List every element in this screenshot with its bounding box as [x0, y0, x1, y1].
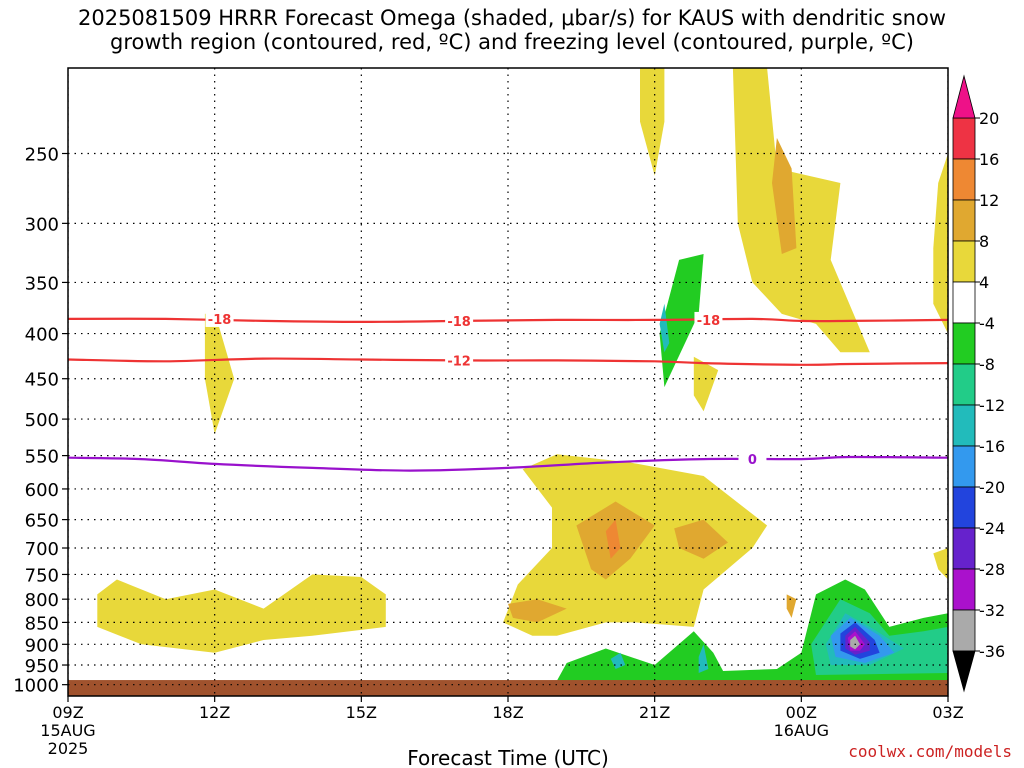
colorbar-tick-label: -36 — [979, 642, 1005, 661]
omega-region-pos8 — [772, 137, 797, 254]
colorbar-bin--4-4 — [952, 281, 976, 324]
x-tick-label-12Z: 12Z — [199, 703, 230, 722]
omega-region-pos4 — [640, 68, 665, 176]
colorbar-bin-4-8 — [952, 240, 976, 283]
colorbar-bin-16-20 — [952, 117, 976, 160]
y-tick-label-400: 400 — [25, 325, 59, 346]
omega-region-pos4 — [204, 311, 235, 435]
colorbar-tick-label: 20 — [979, 109, 999, 128]
colorbar-tick-label: -24 — [979, 519, 1005, 538]
freezing-level-contour-0 — [68, 455, 948, 472]
colorbar-tick-label: -16 — [979, 437, 1005, 456]
omega-region-pos4 — [933, 548, 948, 580]
colorbar-tick-label: -12 — [979, 396, 1005, 415]
contour-label-bg — [205, 310, 234, 327]
colorbar-bin--24--20 — [952, 486, 976, 529]
y-tick-label-850: 850 — [25, 613, 59, 634]
colorbar-tick-label: 12 — [979, 191, 999, 210]
y-tick-label-700: 700 — [25, 539, 59, 560]
y-tick-label-800: 800 — [25, 590, 59, 611]
colorbar-tick-label: 8 — [979, 232, 989, 251]
colorbar-bin--28--24 — [952, 527, 976, 570]
y-tick-label-250: 250 — [25, 144, 59, 165]
contour-label--12: -12 — [447, 354, 471, 369]
x-tick-label-18Z: 18Z — [492, 703, 523, 722]
y-tick-label-750: 750 — [25, 565, 59, 586]
y-tick-label-900: 900 — [25, 635, 59, 656]
contour-label--18: -18 — [447, 315, 471, 330]
y-tick-label-600: 600 — [25, 480, 59, 501]
omega-region-pos12 — [605, 519, 621, 559]
contour-label--18: -18 — [208, 313, 232, 328]
y-tick-label-550: 550 — [25, 447, 59, 468]
omega-region-pos8 — [786, 594, 797, 618]
omega-region-pos4 — [693, 356, 719, 412]
colorbar-tick-label: -8 — [979, 355, 995, 374]
omega-region-pos4 — [97, 574, 386, 653]
colorbar-bin--12--8 — [952, 363, 976, 406]
contour-label-0: 0 — [748, 453, 757, 468]
y-tick-label-1000: 1000 — [13, 676, 59, 697]
y-tick-label-650: 650 — [25, 511, 59, 532]
omega-region-neg12 — [698, 644, 709, 673]
colorbar-bottom-arrow — [952, 650, 976, 693]
colorbar-tick-label: -20 — [979, 478, 1005, 497]
y-tick-label-500: 500 — [25, 410, 59, 431]
contour-label-bg — [445, 312, 474, 329]
colorbar-tick-label: -4 — [979, 314, 995, 333]
dendritic-contour--12 — [68, 357, 948, 366]
omega-region-pos4 — [732, 68, 870, 353]
y-tick-label-300: 300 — [25, 214, 59, 235]
y-tick-label-450: 450 — [25, 370, 59, 391]
x-tick-sublabel-year: 2025 — [48, 739, 89, 758]
colorbar-bin--32--28 — [952, 568, 976, 611]
colorbar-bin--20--16 — [952, 445, 976, 488]
chart-title: 2025081509 HRRR Forecast Omega (shaded, … — [0, 6, 1024, 54]
omega-region-pos8 — [508, 599, 567, 623]
colorbar-bin--16--12 — [952, 404, 976, 447]
x-axis-title: Forecast Time (UTC) — [407, 746, 609, 768]
contour-label-bg — [694, 311, 723, 328]
terrain-fill — [68, 680, 948, 696]
contour-label--18: -18 — [697, 314, 721, 329]
colorbar-bin-12-16 — [952, 158, 976, 201]
colorbar-tick-label: -32 — [979, 601, 1005, 620]
title-line-2: growth region (contoured, red, ºC) and f… — [110, 30, 914, 54]
contour-label-bg — [738, 451, 767, 468]
colorbar-top-arrow — [952, 74, 976, 119]
colorbar-bin--36--32 — [952, 609, 976, 652]
y-tick-label-350: 350 — [25, 273, 59, 294]
plot-layer: -18 -18 -18 -12 0 — [68, 68, 948, 696]
colorbar-bin-8-12 — [952, 199, 976, 242]
colorbar-tick-label: -28 — [979, 560, 1005, 579]
x-tick-sublabel-date: 16AUG — [774, 721, 829, 740]
omega-region-neg12 — [659, 303, 670, 353]
x-tick-sublabel-date: 15AUG — [40, 721, 95, 740]
contour-label-bg — [445, 352, 474, 369]
omega-region-pos4 — [933, 153, 948, 334]
x-tick-label-15Z: 15Z — [346, 703, 377, 722]
omega-region-neg32 — [850, 635, 860, 650]
title-line-1: 2025081509 HRRR Forecast Omega (shaded, … — [77, 6, 946, 30]
omega-region-pos8 — [674, 519, 728, 559]
y-tick-label-950: 950 — [25, 656, 59, 677]
x-tick-label-00Z: 00Z — [786, 703, 817, 722]
colorbar-tick-label: 4 — [979, 273, 989, 292]
x-tick-label-09Z: 09Z — [52, 703, 83, 722]
colorbar-tick-label: 16 — [979, 150, 999, 169]
x-tick-label-03Z: 03Z — [932, 703, 963, 722]
colorbar-bin--8--4 — [952, 322, 976, 365]
x-tick-label-21Z: 21Z — [639, 703, 670, 722]
site-watermark: coolwx.com/models — [848, 742, 1012, 761]
